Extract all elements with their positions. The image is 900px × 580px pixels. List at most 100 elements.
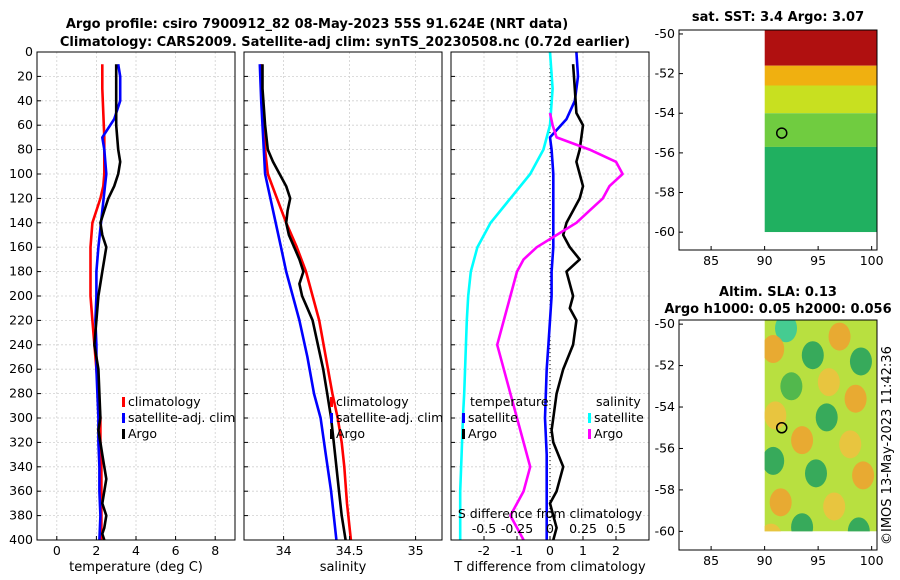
y-tick-label: 140: [9, 215, 33, 230]
sst-band: [764, 146, 877, 233]
x-tick-label: 6: [172, 543, 180, 558]
sla-anomaly-blob: [791, 513, 814, 532]
sla-anomaly-blob: [791, 426, 814, 455]
map-x-tick-label: 100: [860, 553, 884, 568]
x-tick-label: -2: [478, 543, 490, 558]
imos-watermark: ©IMOS 13-May-2023 11:42:36: [880, 346, 895, 545]
map-y-tick-label: -54: [655, 399, 675, 414]
y-tick-label: 20: [17, 68, 33, 83]
y-tick-label: 100: [9, 166, 33, 181]
panel-salinity: 34 34.5 35 salinity climatologysatellite-adj…: [243, 51, 443, 575]
map-x-tick-label: 90: [757, 253, 773, 268]
difference-legend: temperaturesatelliteArgosalinitysatellit…: [462, 394, 644, 441]
y-tick-label: 380: [9, 508, 33, 523]
legend-temperature-title: temperature: [470, 394, 549, 409]
y-tick-label: 180: [9, 264, 33, 279]
map-y-tick-label: -56: [655, 145, 675, 160]
x-axis-label: T difference from climatology: [453, 560, 646, 575]
sla-anomaly-blob: [764, 401, 787, 430]
x-tick-label: 8: [211, 543, 219, 558]
legend-argo-swatch: [122, 429, 125, 439]
map-x-tick-label: 95: [810, 553, 826, 568]
legend-satellite-adj-clim-label: satellite-adj. clim: [128, 410, 235, 425]
x-tick-label: 0: [53, 543, 61, 558]
sla-anomaly-blob: [764, 523, 781, 532]
figure-title-line1: Argo profile: csiro 7900912_82 08-May-20…: [66, 17, 568, 32]
y-tick-label: 40: [17, 93, 33, 108]
series-line-s-satellite: [458, 51, 554, 540]
legend-t-satellite-swatch: [462, 413, 465, 423]
sla-anomaly-blob: [764, 446, 785, 475]
x-tick-label: 34: [276, 543, 292, 558]
x-tick-label: 35: [408, 543, 424, 558]
legend-t-argo-label: Argo: [468, 426, 497, 441]
legend-climatology-swatch: [330, 397, 333, 407]
legend-satellite-adj-clim-swatch: [122, 413, 125, 423]
sla-anomaly-blob: [817, 368, 840, 397]
sla-anomaly-blob: [844, 384, 867, 413]
map-data-area: [764, 30, 877, 233]
x-axis-label: temperature (deg C): [69, 560, 203, 575]
sst-band: [764, 65, 877, 86]
panel-sla-map: Altim. SLA: 0.13 Argo h1000: 0.05 h2000: …: [655, 285, 892, 568]
top-x-tick-label: 0: [546, 521, 554, 536]
x-tick-label: 4: [132, 543, 140, 558]
sla-anomaly-blob: [839, 430, 862, 459]
y-tick-label: 120: [9, 190, 33, 205]
y-tick-label: 340: [9, 459, 33, 474]
y-tick-label: 220: [9, 312, 33, 327]
y-tick-label: 400: [9, 532, 33, 547]
sla-anomaly-blob: [775, 320, 798, 343]
legend-salinity-title: salinity: [596, 394, 641, 409]
map-y-tick-label: -60: [655, 523, 675, 538]
map-y-tick-label: -50: [655, 26, 675, 41]
series-line-argo: [261, 64, 347, 541]
sla-anomaly-blob: [847, 517, 870, 532]
map-y-tick-label: -54: [655, 105, 675, 120]
x-tick-label: 2: [612, 543, 620, 558]
legend-s-satellite-swatch: [588, 413, 591, 423]
panel-temperature: 0 2 4 6 802040608010012014016018020022024026…: [9, 44, 236, 575]
legend-t-satellite-label: satellite: [468, 410, 518, 425]
sla-anomaly-blob: [815, 403, 838, 432]
x-tick-label: 2: [92, 543, 100, 558]
legend-satellite-adj-clim-label: satellite-adj. clim: [336, 410, 443, 425]
sla-anomaly-blob: [764, 335, 785, 364]
sla-anomaly-blob: [828, 322, 851, 351]
x-axis-label: salinity: [320, 560, 367, 575]
map-x-tick-label: 85: [703, 253, 719, 268]
map-frame: [678, 29, 878, 251]
top-x-tick-label: -0.5: [472, 521, 496, 536]
sla-anomaly-blob: [804, 459, 827, 488]
y-tick-label: 60: [17, 117, 33, 132]
panel-differences: -2 -1 0 1 2 T difference from climatology temp…: [450, 51, 650, 575]
sla-anomaly-blob: [780, 372, 803, 401]
sla-anomaly-blob: [849, 347, 872, 376]
series-line-t-satellite: [543, 51, 580, 540]
legend-s-satellite-label: satellite: [594, 410, 644, 425]
sst-band: [764, 113, 877, 147]
x-tick-label: 34.5: [336, 543, 364, 558]
legend-satellite-adj-clim-swatch: [330, 413, 333, 423]
argo-float-marker: [775, 421, 788, 434]
figure-title-line2: Climatology: CARS2009. Satellite-adj cli…: [60, 35, 630, 50]
map-y-tick-label: -50: [655, 316, 675, 331]
legend-climatology-swatch: [122, 397, 125, 407]
x-tick-label: 1: [579, 543, 587, 558]
y-tick-label: 260: [9, 361, 33, 376]
y-tick-label: 320: [9, 434, 33, 449]
map-x-tick-label: 100: [860, 253, 884, 268]
map-x-tick-label: 85: [703, 553, 719, 568]
sla-anomaly-blob: [801, 341, 824, 370]
legend-s-argo-swatch: [588, 429, 591, 439]
map-frame: [678, 319, 878, 551]
y-tick-label: 300: [9, 410, 33, 425]
panel-sst-map: sat. SST: 3.4 Argo: 3.07 85 90 95 100 -50 -52 -…: [655, 10, 884, 268]
y-tick-label: 280: [9, 386, 33, 401]
map-title: sat. SST: 3.4 Argo: 3.07: [692, 10, 864, 25]
legend-argo-label: Argo: [128, 426, 157, 441]
map-x-tick-label: 90: [757, 553, 773, 568]
map-y-tick-label: -56: [655, 440, 675, 455]
series-line-argo: [93, 64, 122, 541]
sla-anomaly-blob: [852, 461, 875, 490]
